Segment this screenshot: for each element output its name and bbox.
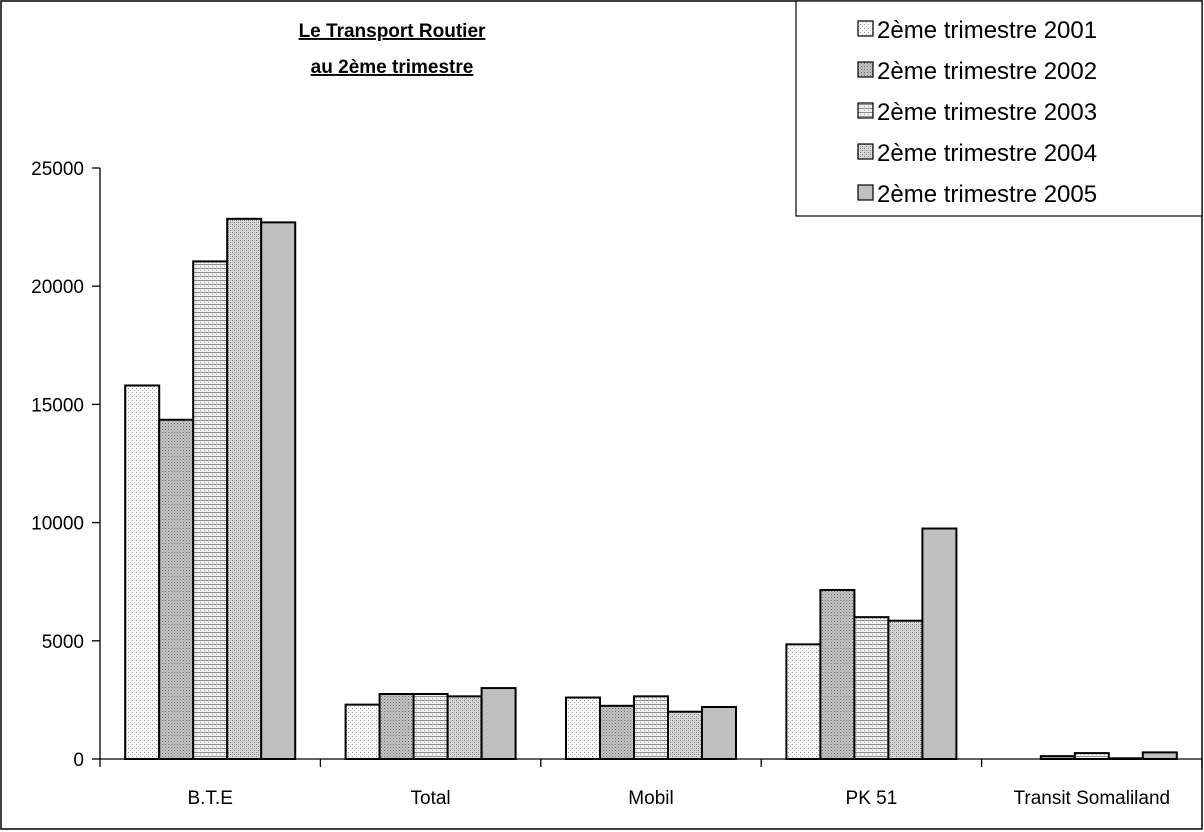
chart-title-line-1: Le Transport Routier [299, 21, 486, 42]
y-tick-label: 20000 [31, 277, 84, 298]
legend: 2ème trimestre 2001 2ème trimestre 2002 2è… [795, 0, 1203, 217]
bar [1073, 752, 1110, 761]
bar [192, 260, 229, 760]
bars [124, 217, 1178, 761]
x-tick-label: B.T.E [187, 788, 232, 809]
legend-label: 2ème trimestre 2004 [877, 140, 1097, 167]
legend-label: 2ème trimestre 2005 [877, 181, 1097, 208]
bar [887, 619, 924, 760]
legend-swatch [857, 143, 874, 160]
bar [378, 692, 415, 760]
bar [853, 616, 890, 760]
bar [701, 705, 737, 761]
y-tick-label: 0 [73, 750, 84, 771]
bar [633, 695, 669, 761]
x-tick-label: PK 51 [846, 788, 898, 809]
legend-label: 2ème trimestre 2002 [877, 58, 1097, 85]
bar [819, 588, 856, 760]
bar [158, 418, 195, 760]
bar [599, 704, 635, 760]
y-axis-ticks: 0 5000 10000 15000 20000 25000 [31, 159, 100, 771]
bar [1141, 751, 1178, 760]
legend-swatch [857, 184, 874, 201]
bar [412, 692, 449, 760]
bar [1039, 755, 1076, 761]
y-tick-label: 25000 [31, 159, 84, 180]
bar [124, 384, 161, 760]
legend-swatch [857, 61, 874, 78]
legend-swatch [857, 20, 874, 37]
bar [565, 696, 601, 761]
bar [1107, 757, 1144, 760]
chart-title-line-2: au 2ème trimestre [311, 57, 474, 78]
bar [785, 643, 822, 761]
x-tick-label: Transit Somaliland [1013, 788, 1170, 809]
x-tick-label: Mobil [628, 788, 673, 809]
bar [921, 527, 958, 761]
y-tick-label: 15000 [31, 395, 84, 416]
bar [446, 695, 483, 761]
x-axis-ticks: B.T.E Total Mobil PK 51 Transit Somaliland [99, 759, 1203, 809]
legend-swatch [857, 102, 874, 119]
bar [226, 217, 263, 761]
chart-title: Le Transport Routier au 2ème trimestre [299, 21, 486, 78]
bar [480, 687, 517, 761]
legend-label: 2ème trimestre 2001 [877, 17, 1097, 44]
y-tick-label: 10000 [31, 514, 84, 535]
bar [344, 703, 381, 760]
bar [667, 710, 703, 760]
y-tick-label: 5000 [42, 632, 84, 653]
bar [260, 221, 297, 760]
legend-label: 2ème trimestre 2003 [877, 99, 1097, 126]
x-tick-label: Total [411, 788, 451, 809]
